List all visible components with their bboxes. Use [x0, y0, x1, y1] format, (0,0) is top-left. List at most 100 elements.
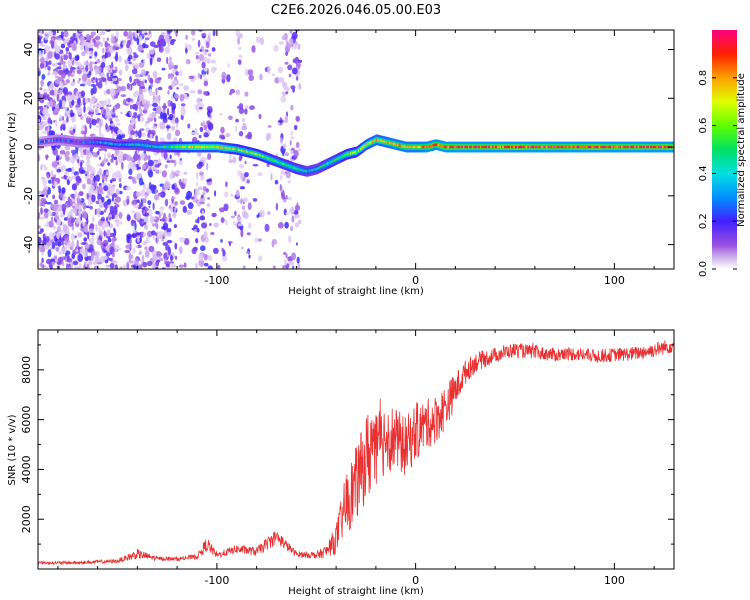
ridge-core	[484, 145, 486, 149]
ridge-core	[613, 145, 615, 149]
noise-speckle	[60, 247, 67, 254]
y-tick-label: 8000	[20, 356, 33, 384]
noise-speckle	[267, 65, 271, 75]
noise-speckle	[285, 91, 289, 95]
ridge-core	[367, 142, 370, 145]
noise-speckle	[166, 56, 169, 65]
noise-speckle	[61, 187, 66, 194]
noise-speckle	[214, 190, 217, 197]
noise-speckle	[120, 85, 127, 92]
ridge-core	[297, 168, 299, 171]
ridge-core	[185, 145, 187, 149]
ridge-core	[220, 146, 223, 149]
noise-speckle	[125, 244, 132, 250]
noise-speckle	[156, 57, 162, 62]
noise-speckle	[169, 172, 174, 180]
noise-speckle	[239, 172, 245, 180]
ridge-core	[85, 141, 88, 144]
ridge-core	[406, 145, 409, 149]
ridge-core	[487, 145, 489, 149]
ridge-core	[526, 145, 529, 149]
ridge-core	[306, 170, 308, 173]
noise-speckle	[67, 266, 72, 269]
noise-speckle	[137, 130, 142, 138]
ridge-core	[500, 145, 502, 149]
noise-speckle	[298, 219, 302, 225]
noise-speckle	[124, 59, 129, 65]
ridge-core	[602, 145, 604, 149]
noise-speckle	[86, 116, 91, 125]
noise-speckle	[232, 220, 237, 226]
ridge-core	[136, 143, 138, 146]
ridge-core	[180, 145, 182, 149]
noise-speckle	[140, 80, 145, 87]
ridge-core	[542, 145, 545, 149]
noise-speckle	[285, 253, 288, 259]
noise-speckle	[106, 245, 109, 253]
ridge-core	[111, 142, 114, 146]
ridge-core	[362, 146, 364, 149]
noise-speckle	[75, 104, 81, 108]
ridge-core	[354, 151, 356, 154]
ridge-core	[637, 145, 639, 149]
ridge-core	[562, 145, 565, 149]
noise-speckle	[133, 112, 138, 116]
ridge-core	[325, 163, 327, 166]
noise-speckle	[203, 67, 208, 72]
noise-speckle	[40, 197, 47, 204]
noise-speckle	[255, 36, 261, 44]
noise-speckle	[198, 134, 202, 139]
ridge-core	[574, 145, 577, 149]
x-tick-label: 0	[412, 574, 419, 587]
noise-speckle	[291, 31, 298, 40]
ridge-core	[125, 143, 128, 146]
noise-speckle	[287, 180, 291, 184]
ridge-core	[460, 145, 462, 149]
noise-speckle	[166, 231, 172, 237]
noise-speckle	[91, 119, 97, 126]
noise-speckle	[195, 132, 199, 136]
noise-speckle	[91, 251, 97, 256]
noise-speckle	[205, 41, 210, 49]
noise-speckle	[94, 56, 97, 60]
noise-speckle	[238, 131, 244, 137]
noise-speckle	[114, 95, 119, 99]
noise-speckle	[140, 189, 146, 197]
noise-speckle	[133, 54, 139, 58]
noise-speckle	[194, 127, 198, 134]
noise-speckle	[69, 198, 72, 202]
noise-speckle	[41, 257, 44, 264]
noise-speckle	[141, 220, 145, 224]
ridge-core	[380, 139, 383, 143]
ridge-core	[194, 145, 196, 149]
ridge-core	[383, 140, 386, 143]
noise-speckle	[95, 250, 100, 257]
ridge-core	[663, 145, 665, 149]
ridge-core	[127, 143, 129, 146]
noise-speckle	[152, 223, 155, 227]
ridge-core	[191, 145, 193, 149]
ridge-core	[470, 145, 472, 149]
noise-speckle	[143, 103, 149, 111]
ridge-core	[295, 167, 297, 170]
ridge-core	[540, 145, 543, 149]
noise-speckle	[148, 88, 153, 97]
noise-speckle	[53, 199, 59, 205]
noise-speckle	[95, 174, 101, 182]
noise-speckle	[210, 232, 215, 235]
noise-speckle	[138, 30, 142, 34]
ridge-core	[617, 145, 619, 149]
noise-speckle	[40, 57, 45, 64]
noise-speckle	[83, 237, 88, 242]
noise-speckle	[242, 197, 249, 203]
noise-speckle	[152, 254, 158, 262]
noise-speckle	[107, 154, 113, 158]
ridge-core	[499, 145, 501, 149]
noise-speckle	[239, 186, 246, 190]
ridge-core	[211, 145, 214, 149]
ridge-core	[523, 145, 526, 149]
noise-speckle	[96, 208, 101, 215]
noise-speckle	[155, 237, 158, 243]
noise-speckle	[56, 155, 60, 161]
noise-speckle	[166, 132, 172, 141]
